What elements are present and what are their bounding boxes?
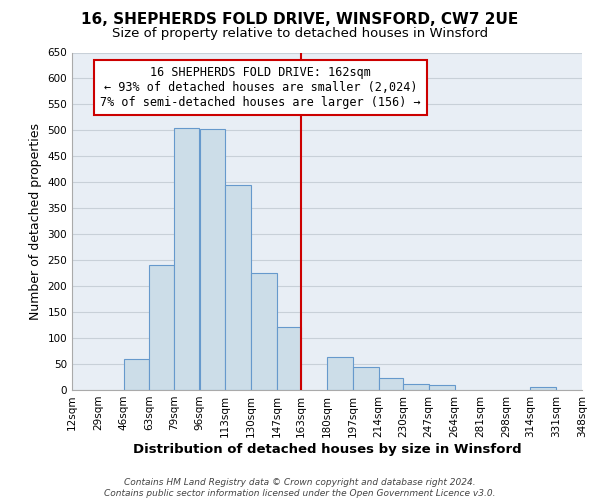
Bar	[226, 185, 251, 390]
Bar	[124, 359, 149, 390]
Bar	[199, 130, 226, 390]
Bar	[251, 273, 277, 390]
Text: Size of property relative to detached houses in Winsford: Size of property relative to detached ho…	[112, 28, 488, 40]
Bar	[403, 384, 428, 390]
Bar	[173, 128, 199, 390]
Bar	[428, 385, 455, 390]
Text: Contains HM Land Registry data © Crown copyright and database right 2024.
Contai: Contains HM Land Registry data © Crown c…	[104, 478, 496, 498]
Bar	[149, 266, 173, 390]
X-axis label: Distribution of detached houses by size in Winsford: Distribution of detached houses by size …	[133, 442, 521, 456]
Bar	[327, 358, 353, 390]
Bar	[277, 326, 301, 390]
Text: 16 SHEPHERDS FOLD DRIVE: 162sqm
← 93% of detached houses are smaller (2,024)
7% : 16 SHEPHERDS FOLD DRIVE: 162sqm ← 93% of…	[100, 66, 421, 109]
Bar	[530, 388, 556, 390]
Bar	[379, 378, 403, 390]
Bar	[353, 366, 379, 390]
Text: 16, SHEPHERDS FOLD DRIVE, WINSFORD, CW7 2UE: 16, SHEPHERDS FOLD DRIVE, WINSFORD, CW7 …	[82, 12, 518, 28]
Y-axis label: Number of detached properties: Number of detached properties	[29, 122, 42, 320]
